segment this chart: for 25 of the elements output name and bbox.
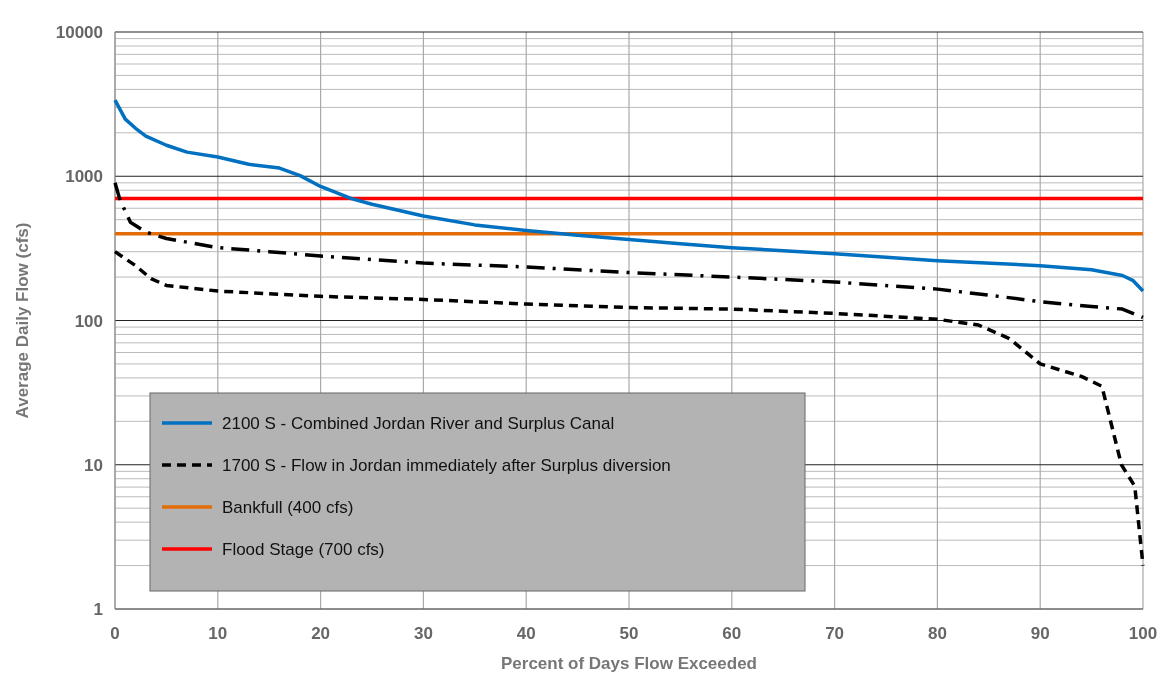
x-tick-label: 30 [413, 624, 433, 643]
y-tick-label: 1 [93, 600, 103, 619]
x-tick-label: 20 [311, 624, 331, 643]
x-tick-label: 70 [825, 624, 845, 643]
legend-label: 2100 S - Combined Jordan River and Surplus Canal [222, 414, 615, 433]
line-series [113, 181, 1145, 320]
legend-label: Bankfull (400 cfs) [222, 498, 354, 517]
x-axis-title: Percent of Days Flow Exceeded [500, 654, 758, 673]
line-series [113, 98, 1145, 293]
line-series [113, 249, 1145, 568]
y-tick-label: 100 [74, 311, 103, 331]
x-tick-label: 90 [1030, 624, 1050, 643]
x-tick-label: 60 [722, 624, 742, 643]
x-tick-label: 50 [619, 624, 639, 643]
legend-label: Flood Stage (700 cfs) [222, 540, 385, 559]
x-tick-label: 0 [110, 624, 120, 643]
x-tick-label: 100 [1128, 624, 1158, 643]
y-tick-label: 1000 [65, 167, 103, 187]
y-axis-title: Average Daily Flow (cfs) [13, 222, 32, 419]
y-tick-label: 10000 [55, 23, 103, 42]
x-tick-label: 80 [927, 624, 947, 643]
x-tick-label: 40 [516, 624, 536, 643]
legend-label: 1700 S - Flow in Jordan immediately after Surplus diversion [222, 456, 671, 475]
y-tick-label: 10 [84, 455, 103, 475]
x-tick-label: 10 [208, 624, 228, 643]
